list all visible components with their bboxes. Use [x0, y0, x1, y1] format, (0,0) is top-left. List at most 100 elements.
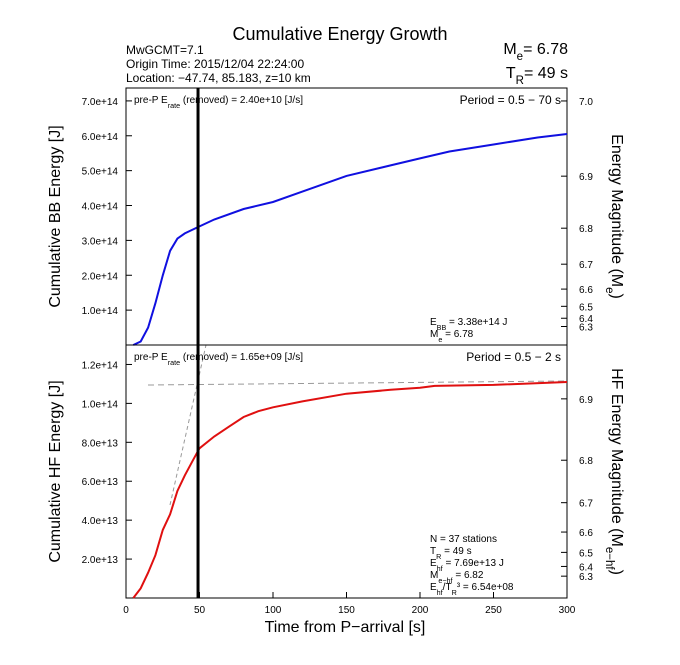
data-line	[132, 381, 568, 599]
duration-label-part: = 49 s	[524, 65, 568, 82]
y-tick-label: 1.2e+14	[82, 360, 119, 371]
y2-axis-label-part: e−hf	[603, 547, 615, 571]
y-tick-label: 6.0e+13	[82, 477, 119, 488]
stat-text-part: = 3.38e+14 J	[446, 317, 507, 328]
stat-text-part: E	[430, 558, 437, 569]
prep-note-part: (removed) = 1.65e+09 [J/s]	[180, 352, 303, 363]
prep-note-part: (removed) = 2.40e+10 [J/s]	[180, 95, 303, 106]
y2-tick-label: 6.5	[579, 302, 593, 313]
y2-tick-label: 6.8	[579, 224, 593, 235]
stat-text-part: R	[436, 552, 441, 561]
data-line	[132, 133, 568, 346]
fit-line	[169, 344, 207, 506]
info-text: Location: −47.74, 85.183, z=10 km	[126, 71, 311, 85]
y-tick-label: 4.0e+13	[82, 516, 119, 527]
stat-text: Me = 6.78	[430, 329, 474, 344]
y2-tick-label: 6.4	[579, 314, 593, 325]
stat-text-part: E	[430, 582, 437, 593]
stat-text: Ehf/TR³ = 6.54e+08	[430, 582, 514, 597]
y2-tick-label: 6.7	[579, 260, 593, 271]
y2-axis-label-part: HF Energy Magnitude (M	[608, 368, 625, 547]
y2-tick-label: 6.8	[579, 456, 593, 467]
magnitude-label-part: = 6.78	[523, 41, 568, 58]
y-axis-label: Cumulative BB Energy [J]	[47, 125, 64, 307]
x-tick-label: 0	[123, 605, 129, 616]
prep-note-part: pre-P E	[134, 352, 168, 363]
period-label: Period = 0.5 − 70 s	[460, 93, 561, 107]
y2-tick-label: 6.5	[579, 548, 593, 559]
y2-tick-label: 7.0	[579, 97, 593, 108]
y2-tick-label: 6.6	[579, 528, 593, 539]
plot-frame	[125, 87, 568, 346]
magnitude-label-part: e	[517, 51, 523, 63]
stat-text: Me−hf = 6.82	[430, 570, 484, 585]
x-tick-label: 300	[559, 605, 576, 616]
duration-label-part: T	[506, 65, 516, 82]
x-tick-label: 200	[412, 605, 429, 616]
stat-text-part: = 49 s	[441, 546, 471, 557]
y2-axis-label-part: )	[608, 570, 625, 575]
prep-note: pre-P Erate (removed) = 2.40e+10 [J/s]	[134, 95, 303, 110]
stat-text-part: e−hf	[438, 576, 452, 585]
stat-text-part: T	[430, 546, 436, 557]
stat-text-part: E	[430, 317, 437, 328]
y2-axis-label: HF Energy Magnitude (Me−hf)	[603, 368, 625, 575]
y2-tick-label: 6.4	[579, 562, 593, 573]
y-tick-label: 2.0e+13	[82, 555, 119, 566]
stat-text: N = 37 stations	[430, 534, 497, 545]
stat-text-part: = 7.69e+13 J	[443, 558, 504, 569]
period-label: Period = 0.5 − 2 s	[466, 350, 561, 364]
y-tick-label: 7.0e+14	[82, 97, 119, 108]
stat-text-part: e	[438, 335, 442, 344]
y2-tick-label: 6.9	[579, 395, 593, 406]
y-tick-label: 3.0e+14	[82, 236, 119, 247]
x-axis-label: Time from P−arrival [s]	[265, 619, 426, 636]
prep-note-part: rate	[168, 101, 180, 110]
stat-text-part: hf	[437, 564, 443, 573]
y-tick-label: 1.0e+14	[82, 399, 119, 410]
y2-axis-label: Energy Magnitude (Me)	[603, 134, 625, 299]
y-tick-label: 1.0e+14	[82, 306, 119, 317]
x-tick-label: 150	[338, 605, 355, 616]
chart-title: Cumulative Energy Growth	[232, 24, 447, 44]
stat-text-part: M	[430, 570, 438, 581]
duration-label: TR= 49 s	[506, 65, 568, 87]
prep-note: pre-P Erate (removed) = 1.65e+09 [J/s]	[134, 352, 303, 367]
y2-axis-label-part: )	[608, 294, 625, 299]
magnitude-label-part: M	[503, 41, 516, 58]
stat-text-part: = 6.78	[442, 329, 473, 340]
y2-tick-label: 6.3	[579, 322, 593, 333]
y2-tick-label: 6.9	[579, 172, 593, 183]
y2-tick-label: 6.3	[579, 572, 593, 583]
y-tick-label: 2.0e+14	[82, 271, 119, 282]
magnitude-label: Me= 6.78	[503, 41, 568, 63]
y2-axis-label-part: Energy Magnitude (M	[608, 134, 625, 287]
y-tick-label: 8.0e+13	[82, 438, 119, 449]
y-tick-label: 5.0e+14	[82, 167, 119, 178]
y-tick-label: 6.0e+14	[82, 132, 119, 143]
x-tick-label: 250	[485, 605, 502, 616]
stat-text-part: hf	[437, 588, 443, 597]
y-tick-label: 4.0e+14	[82, 202, 119, 213]
y2-axis-label-part: e	[603, 287, 615, 293]
info-text: Origin Time: 2015/12/04 22:24:00	[126, 57, 304, 71]
x-tick-label: 50	[194, 605, 206, 616]
prep-note-part: rate	[168, 358, 180, 367]
x-tick-label: 100	[265, 605, 282, 616]
info-text: MwGCMT=7.1	[126, 43, 204, 57]
stat-text: TR = 49 s	[430, 546, 472, 561]
stat-text-part: ³ = 6.54e+08	[457, 582, 514, 593]
duration-label-part: R	[516, 75, 524, 87]
stat-text-part: /T	[443, 582, 452, 593]
stat-text-part: N = 37 stations	[430, 534, 497, 545]
stat-text-part: = 6.82	[453, 570, 484, 581]
y-axis-label: Cumulative HF Energy [J]	[47, 380, 64, 562]
prep-note-part: pre-P E	[134, 95, 168, 106]
stat-text: EBB = 3.38e+14 J	[430, 317, 507, 332]
y2-tick-label: 6.6	[579, 285, 593, 296]
y2-tick-label: 6.7	[579, 499, 593, 510]
stat-text: Ehf = 7.69e+13 J	[430, 558, 504, 573]
stat-text-part: M	[430, 329, 438, 340]
stat-text-part: BB	[437, 323, 447, 332]
